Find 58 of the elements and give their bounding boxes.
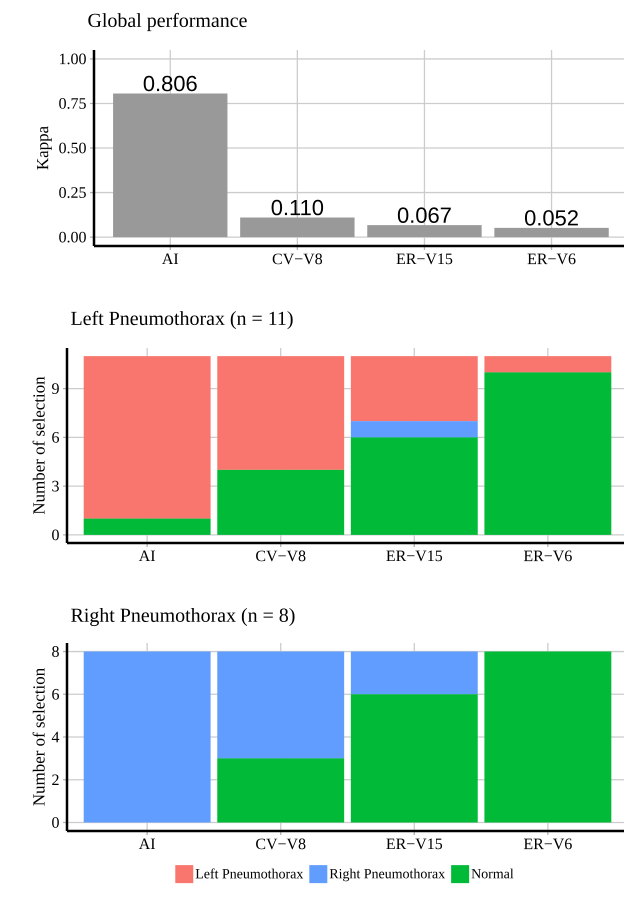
x-tick-label: ER−V15 <box>396 254 452 264</box>
y-tick-label: 0.25 <box>59 187 86 198</box>
bar <box>84 518 211 535</box>
y-tick-label: 1.00 <box>60 54 86 64</box>
bar <box>84 356 211 519</box>
x-tick-label: CV−V8 <box>256 838 306 850</box>
legend-label: Normal <box>472 868 514 878</box>
legend-label: Right Pneumothorax <box>330 868 445 882</box>
bar <box>84 652 211 822</box>
y-tick-label: 3 <box>52 480 59 492</box>
y-tick-label: 4 <box>52 732 60 742</box>
y-tick-label: 0.50 <box>59 142 86 154</box>
y-tick-label: 0.00 <box>59 232 86 243</box>
x-tick-label: AI <box>138 838 155 850</box>
bar <box>350 356 478 422</box>
y-axis-title: Kappa <box>37 126 52 170</box>
y-tick-label: 0 <box>52 817 59 828</box>
data-label: 0.110 <box>272 200 324 216</box>
bar <box>240 218 355 238</box>
bar <box>350 437 478 535</box>
bar <box>367 225 482 238</box>
bar <box>484 356 612 372</box>
x-tick-label: ER−V6 <box>528 254 576 264</box>
y-tick-label: 0.75 <box>59 98 86 109</box>
x-tick-label: ER−V6 <box>524 550 572 562</box>
bar <box>350 652 478 694</box>
y-axis-title: Number of selection <box>32 668 45 806</box>
data-label: 0.067 <box>398 207 451 223</box>
bar <box>350 694 478 822</box>
x-tick-label: CV−V8 <box>256 550 306 562</box>
bar <box>217 652 344 758</box>
y-tick-label: 0 <box>52 530 59 540</box>
y-tick-label: 6 <box>52 432 60 443</box>
bar <box>350 421 478 438</box>
bar <box>484 372 612 535</box>
data-label: 0.052 <box>524 210 578 226</box>
y-tick-label: 9 <box>52 383 59 394</box>
chart-title: Left Pneumothorax (n = 11) <box>71 310 293 330</box>
x-tick-label: CV−V8 <box>272 254 322 264</box>
y-tick-label: 2 <box>52 774 59 786</box>
y-tick-label: 6 <box>52 688 60 700</box>
bar <box>217 470 344 535</box>
chart-title: Right Pneumothorax (n = 8) <box>71 608 295 626</box>
x-tick-label: ER−V15 <box>386 838 442 850</box>
chart-title: Global performance <box>88 12 247 32</box>
bar <box>484 652 612 822</box>
x-tick-label: ER−V15 <box>386 550 442 562</box>
x-tick-label: ER−V6 <box>524 838 572 850</box>
bar <box>217 758 344 822</box>
legend-label: Left Pneumothorax <box>196 868 304 878</box>
bar <box>113 93 228 238</box>
x-tick-label: AI <box>162 254 178 264</box>
y-axis-title: Number of selection <box>32 376 45 514</box>
bar <box>217 356 344 470</box>
x-tick-label: AI <box>138 550 155 562</box>
data-label: 0.806 <box>144 76 197 92</box>
y-tick-label: 8 <box>52 646 59 657</box>
bar <box>494 228 609 238</box>
